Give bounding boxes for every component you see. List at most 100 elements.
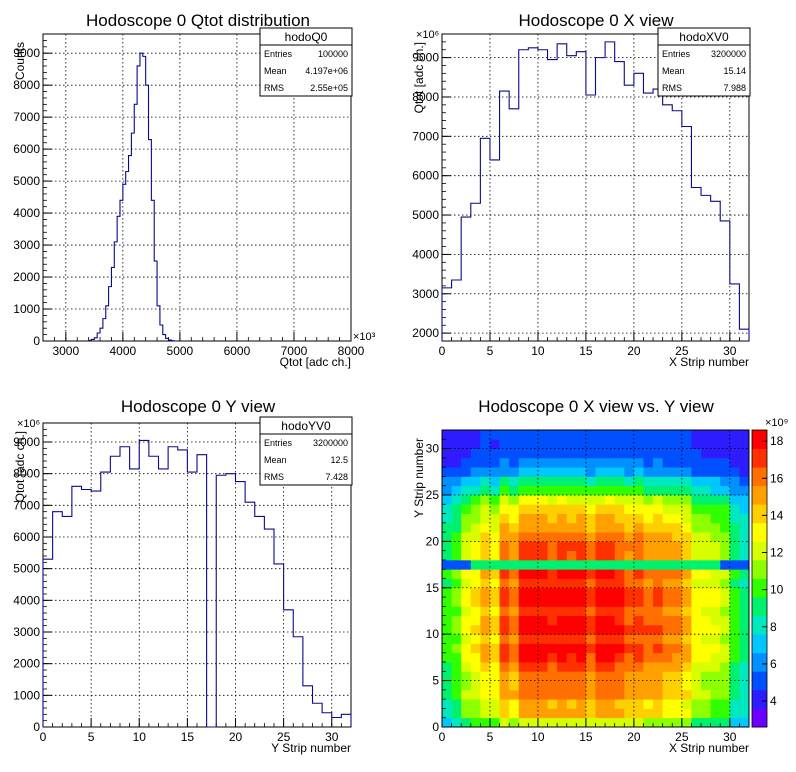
heatmap-cell	[691, 559, 702, 570]
heatmap-cell	[585, 717, 596, 728]
heatmap-cell	[701, 430, 712, 440]
heatmap-cell	[547, 606, 558, 617]
heatmap-cell	[672, 606, 683, 617]
heatmap-cell	[643, 652, 654, 663]
heatmap-cell	[518, 439, 529, 449]
heatmap-cell	[691, 717, 702, 728]
heatmap-cell	[710, 634, 721, 644]
heatmap-cell	[518, 597, 529, 607]
heatmap-cell	[643, 643, 654, 654]
heatmap-cell	[585, 522, 596, 533]
heatmap-cell	[662, 662, 673, 672]
heatmap-cell	[518, 513, 529, 524]
heatmap-cell	[470, 662, 481, 672]
heatmap-cell	[681, 532, 692, 542]
heatmap-cell	[499, 708, 510, 719]
heatmap-cell	[710, 532, 721, 542]
heatmap-cell	[585, 550, 596, 561]
heatmap-cell	[672, 467, 683, 477]
heatmap-cell	[585, 448, 596, 459]
heatmap-cell	[442, 467, 452, 477]
heatmap-cell	[499, 578, 510, 589]
heatmap-cell	[489, 699, 500, 709]
heatmap-cell	[451, 578, 462, 589]
heatmap-cell	[528, 634, 539, 644]
heatmap-cell	[489, 467, 500, 477]
heatmap-cell	[662, 689, 673, 700]
heatmap-cell	[461, 699, 472, 709]
heatmap-cell	[662, 643, 673, 654]
heatmap-cell	[681, 476, 692, 487]
heatmap-cell	[461, 708, 472, 719]
heatmap-cell	[605, 615, 616, 626]
heatmap-cell	[566, 671, 577, 681]
heatmap-cell	[499, 430, 510, 440]
heatmap-cell	[633, 717, 644, 728]
stats-row-value: 12.5	[330, 455, 348, 465]
color-scale-swatch	[752, 708, 767, 728]
heatmap-cell	[461, 634, 472, 644]
heatmap-cell	[729, 615, 740, 626]
heatmap-cell	[662, 680, 673, 691]
heatmap-cell	[451, 671, 462, 681]
histogram-bin	[682, 126, 692, 341]
heatmap-cell	[451, 476, 462, 487]
x-tick-label: 15	[579, 344, 593, 358]
heatmap-cell	[605, 541, 616, 552]
heatmap-cell	[595, 494, 606, 505]
heatmap-cell	[614, 559, 625, 570]
color-scale-swatch	[752, 671, 767, 691]
heatmap-cell	[681, 559, 692, 570]
heatmap-cell	[605, 717, 616, 728]
heatmap-cell	[489, 550, 500, 561]
heatmap-cell	[605, 680, 616, 691]
histogram-bin	[567, 56, 577, 341]
heatmap-cell	[480, 467, 491, 477]
heatmap-cell	[442, 699, 452, 709]
y-tick-label: 9000	[13, 46, 40, 60]
heatmap-cell	[470, 541, 481, 552]
heatmap-cell	[461, 494, 472, 505]
heatmap-cell	[662, 708, 673, 719]
heatmap-cell	[499, 569, 510, 579]
heatmap-cell	[681, 522, 692, 533]
heatmap-cell	[595, 587, 606, 598]
heatmap-cell	[720, 439, 731, 449]
heatmap-cell	[547, 569, 558, 579]
heatmap-cell	[681, 430, 692, 440]
heatmap-cell	[480, 494, 491, 505]
heatmap-cell	[614, 448, 625, 459]
y-axis-label: Qtot [adc ch.]	[412, 42, 426, 113]
heatmap-cell	[547, 717, 558, 728]
heatmap-cell	[729, 708, 740, 719]
heatmap-cell	[499, 532, 510, 542]
heatmap-cell	[643, 439, 654, 449]
heatmap-cell	[729, 439, 740, 449]
heatmap-cell	[537, 606, 548, 617]
stats-row-value: 7.428	[325, 472, 348, 482]
heatmap-cell	[662, 430, 673, 440]
y-tick-label: 5000	[13, 174, 40, 188]
heatmap-cell	[643, 606, 654, 617]
heatmap-cell	[499, 597, 510, 607]
heatmap-cell	[566, 485, 577, 496]
heatmap-cell	[739, 467, 750, 477]
heatmap-cell	[691, 606, 702, 617]
heatmap-cell	[643, 513, 654, 524]
heatmap-cell	[729, 671, 740, 681]
histogram-bin	[197, 455, 207, 727]
heatmap-cell	[566, 606, 577, 617]
color-scale-label: 6	[770, 657, 777, 671]
heatmap-cell	[672, 476, 683, 487]
heatmap-cell	[547, 652, 558, 663]
heatmap-cell	[518, 671, 529, 681]
heatmap-cell	[739, 532, 750, 542]
heatmap-cell	[729, 559, 740, 570]
heatmap-cell	[681, 457, 692, 468]
heatmap-cell	[643, 597, 654, 607]
heatmap-cell	[729, 448, 740, 459]
stats-row-value: 7.988	[723, 83, 746, 93]
heatmap-cell	[739, 513, 750, 524]
heatmap-cell	[672, 680, 683, 691]
y-tick-label: 30	[426, 442, 440, 456]
